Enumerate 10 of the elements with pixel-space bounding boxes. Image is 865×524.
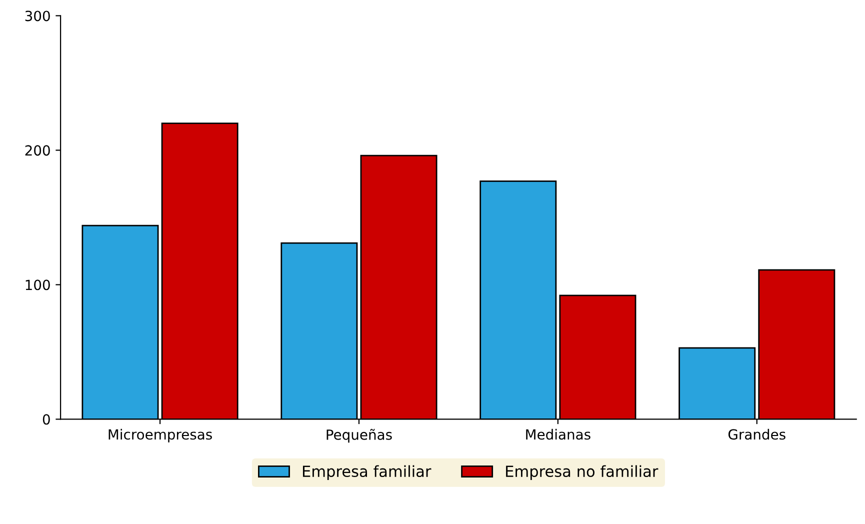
legend-label: Empresa no familiar	[506, 465, 658, 480]
x-tick-label: Medianas	[526, 428, 590, 440]
y-tick-label: 300	[25, 10, 50, 22]
y-tick-label: 100	[26, 280, 50, 290]
legend-label: Empresa familiar	[302, 465, 432, 480]
x-tick-label: Pequeñas	[326, 428, 392, 443]
x-tick-label: Microempresas	[108, 428, 212, 442]
x-tick-label: Grandes	[728, 428, 786, 440]
y-tick-label: 0	[42, 414, 50, 425]
y-tick-label: 200	[25, 145, 50, 156]
